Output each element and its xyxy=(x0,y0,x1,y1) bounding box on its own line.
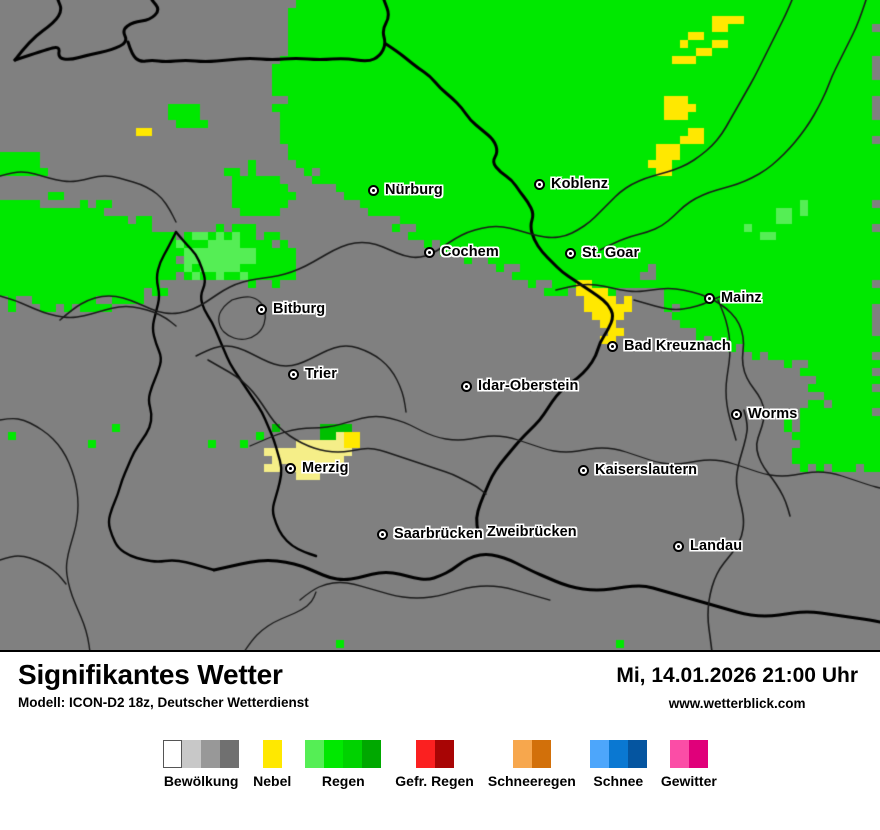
legend-swatches xyxy=(305,740,382,768)
legend-item-gewitter: Gewitter xyxy=(661,740,717,789)
meta-block: Mi, 14.01.2026 21:00 Uhr www.wetterblick… xyxy=(616,664,858,711)
legend-swatch xyxy=(220,740,240,768)
legend-item-bew-lkung: Bewölkung xyxy=(163,740,240,789)
model-subtitle: Modell: ICON-D2 18z, Deutscher Wetterdie… xyxy=(18,695,309,711)
forecast-timestamp: Mi, 14.01.2026 21:00 Uhr xyxy=(616,664,858,687)
legend-swatches xyxy=(262,740,282,768)
legend-swatches xyxy=(669,740,708,768)
legend-swatch xyxy=(362,740,382,768)
legend-swatch xyxy=(324,740,344,768)
footer-header: Signifikantes Wetter Modell: ICON-D2 18z… xyxy=(0,652,880,730)
legend-swatch xyxy=(688,740,708,768)
legend-label: Schnee xyxy=(593,773,644,789)
legend-swatch xyxy=(415,740,435,768)
footer: Signifikantes Wetter Modell: ICON-D2 18z… xyxy=(0,652,880,830)
legend: Bewölkung Nebel Regen Gefr. Regen Schneerege… xyxy=(0,740,880,789)
legend-swatch xyxy=(262,740,282,768)
page-title: Signifikantes Wetter xyxy=(18,659,283,690)
weather-map[interactable]: Nürburg Koblenz Cochem St. Goar Mainz Bitburg… xyxy=(0,0,880,652)
legend-swatches xyxy=(415,740,454,768)
legend-label: Gewitter xyxy=(660,773,717,789)
legend-swatch xyxy=(305,740,325,768)
legend-label: Bewölkung xyxy=(163,773,239,789)
legend-swatch xyxy=(589,740,609,768)
map-border xyxy=(0,650,880,652)
legend-swatch xyxy=(531,740,551,768)
legend-item-schnee: Schnee xyxy=(589,740,647,789)
legend-label: Schneeregen xyxy=(487,773,576,789)
legend-swatches xyxy=(589,740,647,768)
legend-item-nebel: Nebel xyxy=(253,740,291,789)
legend-swatch xyxy=(182,740,202,768)
website-url: www.wetterblick.com xyxy=(668,696,806,712)
weather-raster-canvas[interactable] xyxy=(0,0,880,652)
legend-swatch xyxy=(512,740,532,768)
legend-label: Regen xyxy=(321,773,365,789)
legend-item-gefr-regen: Gefr. Regen xyxy=(395,740,474,789)
legend-swatch xyxy=(669,740,689,768)
legend-swatch xyxy=(163,740,183,768)
legend-label: Nebel xyxy=(253,773,292,789)
legend-swatches xyxy=(512,740,551,768)
legend-swatch xyxy=(608,740,628,768)
title-block: Signifikantes Wetter Modell: ICON-D2 18z… xyxy=(18,659,309,711)
legend-label: Gefr. Regen xyxy=(395,773,474,789)
legend-swatches xyxy=(163,740,240,768)
legend-swatch xyxy=(201,740,221,768)
legend-item-schneeregen: Schneeregen xyxy=(488,740,576,789)
legend-swatch xyxy=(343,740,363,768)
legend-swatch xyxy=(627,740,647,768)
legend-swatch xyxy=(434,740,454,768)
legend-item-regen: Regen xyxy=(305,740,382,789)
